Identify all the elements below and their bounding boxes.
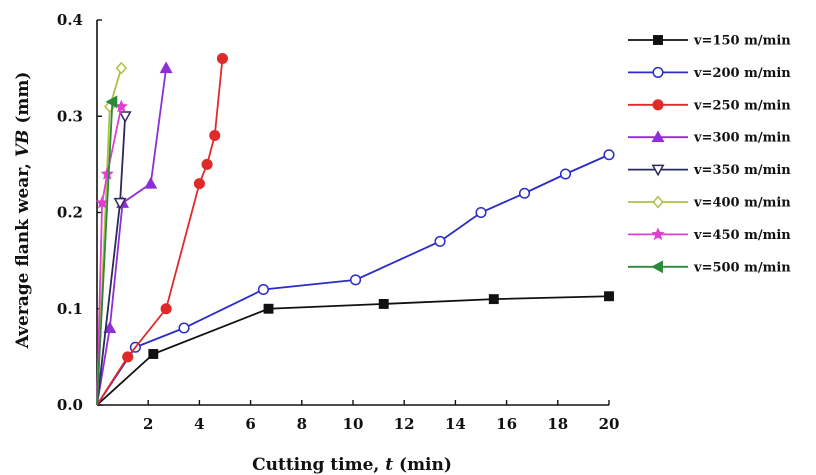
series-point <box>100 167 114 180</box>
series-layer <box>95 52 615 406</box>
series-point <box>95 195 109 209</box>
legend-marker <box>653 35 663 45</box>
series-point <box>193 178 205 190</box>
y-tick-label: 0.1 <box>57 300 83 318</box>
series-point <box>475 206 487 219</box>
series-point <box>113 197 127 210</box>
series-2 <box>96 149 615 406</box>
series-point <box>114 99 128 113</box>
y-tick-label: 0.3 <box>57 107 83 125</box>
series-line <box>96 295 610 406</box>
legend-entry: v=250 m/min <box>628 98 791 113</box>
series-point <box>159 61 173 74</box>
legend-entry: v=200 m/min <box>628 66 791 81</box>
series-point <box>257 283 269 296</box>
legend-entry: v=350 m/min <box>628 163 791 178</box>
x-tick-label: 12 <box>394 415 415 433</box>
x-tick-label: 16 <box>496 415 517 433</box>
legend-marker <box>651 130 665 143</box>
legend-marker <box>651 227 665 241</box>
series-3 <box>96 52 228 406</box>
series-point <box>160 303 172 315</box>
legend-label: v=300 m/min <box>693 131 791 146</box>
series-7 <box>95 99 128 406</box>
series-point <box>115 61 128 75</box>
series-point <box>604 291 614 302</box>
series-point <box>118 111 132 123</box>
x-tick-label: 6 <box>245 415 255 433</box>
x-tick-label: 2 <box>143 415 153 433</box>
legend: v=150 m/min v=200 m/min v=250 m/min v=300 m… <box>628 34 791 275</box>
series-point <box>122 351 134 363</box>
series-5 <box>96 111 132 406</box>
y-tick-label: 0.2 <box>57 204 83 222</box>
series-line <box>96 153 610 406</box>
y-tick-label: 0.4 <box>57 11 83 29</box>
series-point <box>103 321 117 333</box>
legend-marker <box>651 164 665 177</box>
legend-marker <box>651 260 663 274</box>
legend-label: v=500 m/min <box>693 260 791 275</box>
x-tick-label: 18 <box>547 415 568 433</box>
x-tick-label: 14 <box>445 415 466 433</box>
legend-entry: v=400 m/min <box>628 196 791 211</box>
x-tick-label: 20 <box>599 415 620 433</box>
x-tick-label: 10 <box>343 415 364 433</box>
series-point <box>488 294 499 305</box>
series-point <box>350 274 362 286</box>
series-point <box>378 298 389 309</box>
y-tick-label: 0.0 <box>57 396 83 414</box>
legend-marker <box>652 99 664 111</box>
legend-entry: v=450 m/min <box>628 227 791 243</box>
series-point <box>148 349 159 359</box>
ticks: 2 4 6 8 10 12 14 16 18 20 0.0 0.1 0.2 0.3 0.4 <box>57 11 620 433</box>
legend-label: v=350 m/min <box>693 163 791 178</box>
series-point <box>216 52 228 65</box>
series-point <box>559 168 572 180</box>
series-point <box>518 187 531 199</box>
legend-label: v=450 m/min <box>693 228 791 243</box>
series-point <box>201 158 213 170</box>
x-tick-label: 4 <box>194 415 204 433</box>
legend-label: v=200 m/min <box>693 66 791 81</box>
legend-label: v=150 m/min <box>693 34 791 49</box>
series-point <box>209 129 221 142</box>
series-point <box>178 322 190 334</box>
x-axis-label: Cutting time, t (min) <box>252 455 452 475</box>
legend-label: v=400 m/min <box>693 196 791 211</box>
legend-entry: v=150 m/min <box>628 34 791 49</box>
legend-label: v=250 m/min <box>693 98 791 113</box>
series-line <box>96 106 123 406</box>
legend-entry: v=500 m/min <box>628 260 791 275</box>
series-8 <box>96 95 118 406</box>
series-point <box>434 235 446 247</box>
series-point <box>105 95 118 109</box>
series-1 <box>96 291 614 406</box>
series-point <box>263 303 274 314</box>
series-4 <box>96 61 173 406</box>
series-line <box>96 101 114 406</box>
legend-marker <box>652 66 664 78</box>
legend-entry: v=300 m/min <box>628 130 791 146</box>
y-axis-label: Average flank wear, VB (mm) <box>13 72 33 350</box>
axes <box>96 20 609 406</box>
series-point <box>144 176 158 189</box>
legend-marker <box>652 195 664 209</box>
series-point <box>603 149 615 161</box>
x-tick-label: 8 <box>297 415 307 433</box>
